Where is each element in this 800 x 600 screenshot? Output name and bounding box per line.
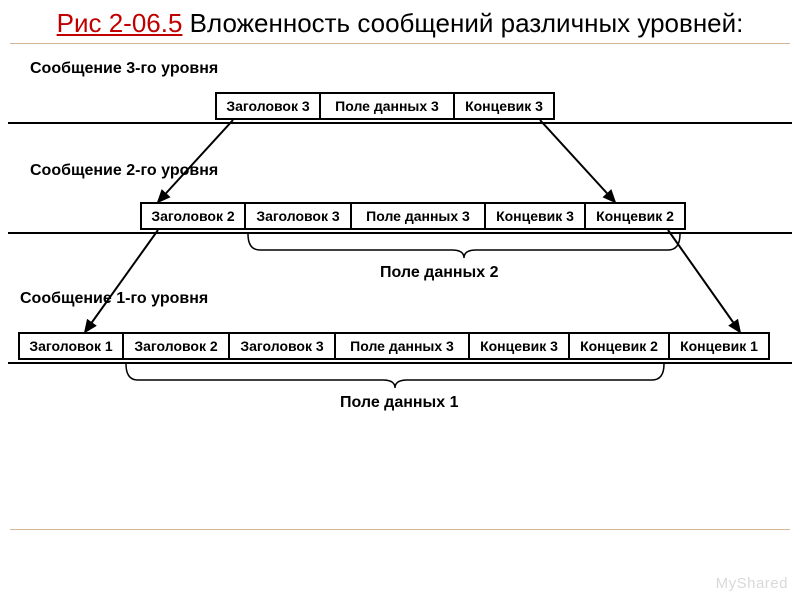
level-divider [8, 362, 792, 364]
level-label: Сообщение 1-го уровня [20, 290, 208, 308]
segment: Заголовок 1 [18, 332, 124, 360]
message-row: Заголовок 2Заголовок 3Поле данных 3Конце… [140, 202, 686, 230]
segment: Концевик 1 [670, 332, 770, 360]
level-label: Сообщение 3-го уровня [30, 60, 218, 78]
brace-label: Поле данных 2 [380, 264, 498, 282]
segment: Поле данных 3 [336, 332, 470, 360]
title-underline [10, 43, 790, 44]
watermark: MyShared [716, 575, 788, 592]
level-divider [8, 232, 792, 234]
segment: Концевик 2 [586, 202, 686, 230]
segment: Концевик 3 [470, 332, 570, 360]
segment: Поле данных 3 [321, 92, 455, 120]
segment: Заголовок 3 [246, 202, 352, 230]
segment: Концевик 3 [455, 92, 555, 120]
segment: Заголовок 3 [230, 332, 336, 360]
segment: Концевик 2 [570, 332, 670, 360]
message-row: Заголовок 1Заголовок 2Заголовок 3Поле да… [18, 332, 770, 360]
brace-label: Поле данных 1 [340, 394, 458, 412]
encapsulation-diagram: Сообщение 3-го уровняЗаголовок 3Поле дан… [0, 52, 800, 492]
message-row: Заголовок 3Поле данных 3Концевик 3 [215, 92, 555, 120]
segment: Заголовок 3 [215, 92, 321, 120]
segment: Концевик 3 [486, 202, 586, 230]
level-label: Сообщение 2-го уровня [30, 162, 218, 180]
figure-number: Рис 2-06.5 [57, 8, 183, 38]
level-divider [8, 122, 792, 124]
bottom-border [10, 529, 790, 530]
figure-title-text: Вложенность сообщений различных уровней: [182, 8, 743, 38]
segment: Поле данных 3 [352, 202, 486, 230]
figure-title: Рис 2-06.5 Вложенность сообщений различн… [0, 0, 800, 43]
segment: Заголовок 2 [140, 202, 246, 230]
segment: Заголовок 2 [124, 332, 230, 360]
